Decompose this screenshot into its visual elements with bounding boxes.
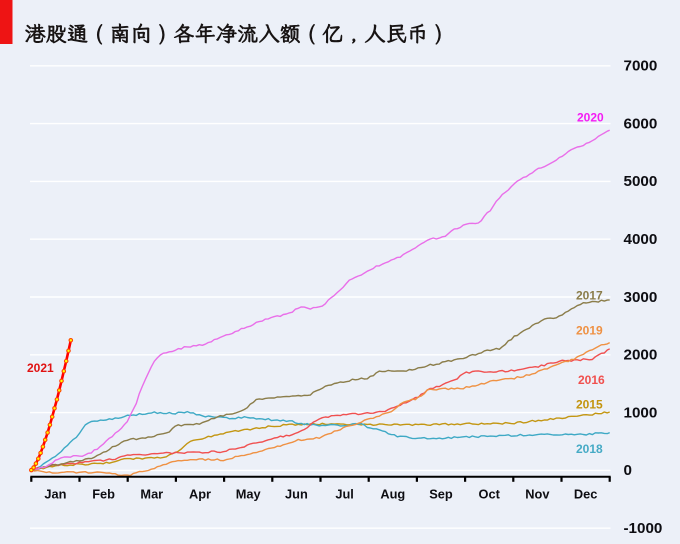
svg-text:3000: 3000: [624, 289, 658, 306]
svg-text:Sep: Sep: [429, 487, 453, 502]
svg-text:2017: 2017: [576, 289, 603, 303]
svg-text:7000: 7000: [624, 58, 658, 75]
svg-text:Jan: Jan: [44, 487, 66, 502]
svg-text:Oct: Oct: [479, 487, 501, 502]
svg-text:2021: 2021: [27, 361, 54, 375]
svg-text:Dec: Dec: [574, 487, 597, 502]
svg-text:Feb: Feb: [92, 487, 115, 502]
svg-text:0: 0: [624, 462, 632, 479]
svg-text:2018: 2018: [576, 442, 603, 456]
svg-text:Apr: Apr: [189, 487, 211, 502]
svg-text:6000: 6000: [624, 115, 658, 132]
svg-text:2016: 2016: [578, 373, 605, 387]
svg-text:5000: 5000: [624, 173, 658, 190]
svg-text:2019: 2019: [576, 324, 603, 338]
svg-text:-1000: -1000: [624, 520, 663, 537]
svg-text:Mar: Mar: [140, 487, 163, 502]
svg-text:2015: 2015: [576, 398, 603, 412]
svg-text:Jun: Jun: [285, 487, 308, 502]
svg-text:Jul: Jul: [335, 487, 354, 502]
svg-text:2020: 2020: [577, 111, 604, 125]
svg-text:May: May: [236, 487, 262, 502]
svg-text:2000: 2000: [624, 347, 658, 364]
svg-text:1000: 1000: [624, 404, 658, 421]
svg-text:4000: 4000: [624, 231, 658, 248]
svg-text:Nov: Nov: [525, 487, 550, 502]
svg-text:Aug: Aug: [380, 487, 405, 502]
